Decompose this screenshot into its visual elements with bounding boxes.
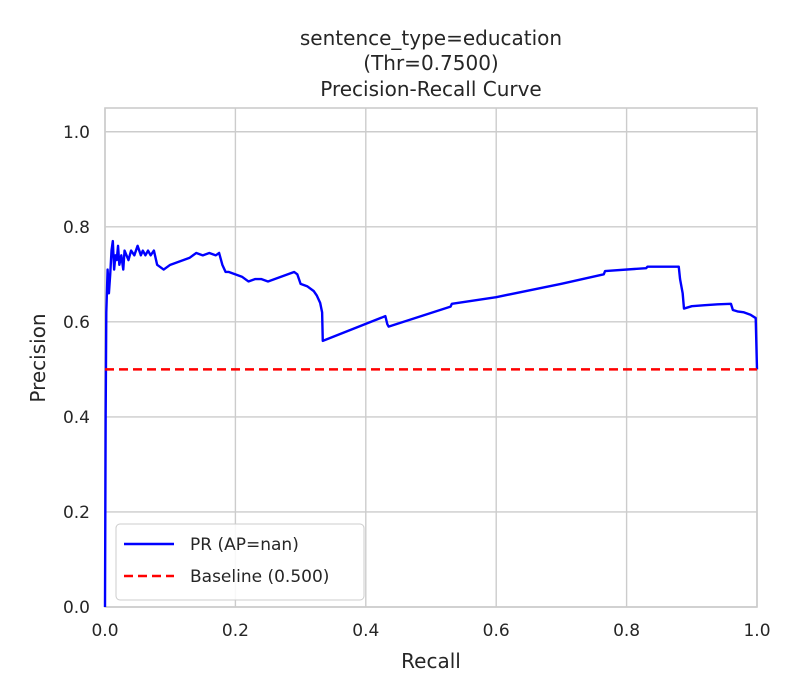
x-tick-label: 0.4 — [352, 621, 379, 641]
y-tick-label: 0.6 — [63, 313, 90, 333]
x-tick-label: 0.8 — [613, 621, 640, 641]
y-axis-label: Precision — [26, 313, 50, 402]
grid — [104, 108, 758, 608]
legend-box — [115, 523, 365, 601]
y-tick-label: 0.0 — [63, 598, 90, 618]
x-tick-label: 0.0 — [91, 621, 118, 641]
pr-curve-line — [103, 239, 759, 608]
legend-label-pr: PR (AP=nan) — [190, 535, 299, 555]
y-tick-label: 0.2 — [63, 503, 90, 523]
x-tick-label: 0.6 — [483, 621, 510, 641]
legend: PR (AP=nan) Baseline (0.500) — [115, 523, 365, 601]
series-layer — [103, 239, 759, 608]
y-tick-label: 0.4 — [63, 408, 90, 428]
chart-title-line-3: Precision-Recall Curve — [320, 77, 541, 101]
x-tick-label: 1.0 — [743, 621, 770, 641]
y-tick-label: 0.8 — [63, 218, 90, 238]
legend-label-baseline: Baseline (0.500) — [190, 567, 329, 587]
x-axis-label: Recall — [401, 649, 461, 673]
x-tick-label: 0.2 — [222, 621, 249, 641]
chart-title-line-2: (Thr=0.7500) — [363, 51, 498, 75]
y-tick-label: 1.0 — [63, 123, 90, 143]
chart-title-line-1: sentence_type=education — [300, 26, 562, 50]
tick-labels: 0.0 0.2 0.4 0.6 0.8 1.0 0.0 0.2 0.4 0.6 0.8 1.0 — [63, 123, 771, 641]
